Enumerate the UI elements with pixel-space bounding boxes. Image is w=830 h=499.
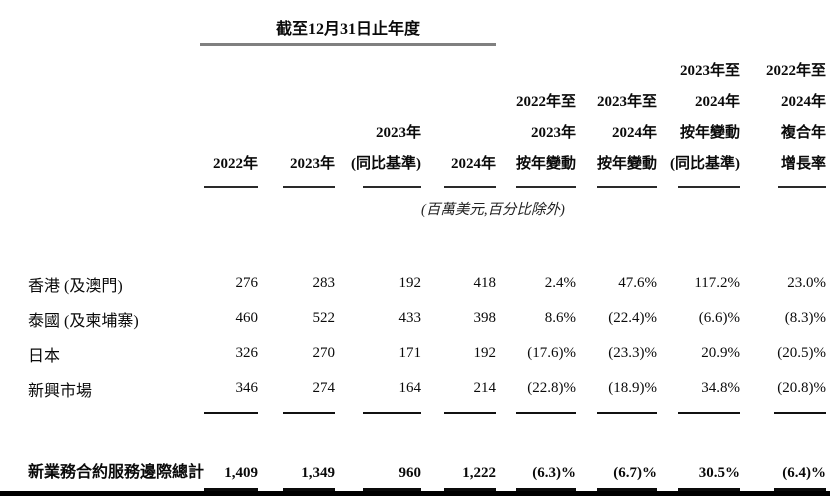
value-cell: (6.6)% [698, 310, 741, 326]
column-underline [444, 186, 497, 188]
subtotal-rule-row [28, 406, 827, 414]
value-cell: 171 [398, 345, 422, 361]
table-row-japan: 日本 326 270 171 192 (17.6)% (23.3)% 20.9%… [28, 336, 826, 371]
value-cell: 460 [235, 310, 259, 326]
total-label: 新業務合約服務邊際總計 [28, 464, 205, 481]
bottom-border-line [0, 491, 830, 496]
col-header-2022: 2022年 [200, 44, 258, 188]
value-cell: 23.0% [787, 275, 827, 291]
value-cell: 522 [312, 310, 336, 326]
col-header-yoy-like-basis: 2023年至 2024年 按年變動 (同比基準) [657, 44, 741, 188]
row-label: 香港 (及澳門) [28, 277, 123, 295]
empty-cell [28, 44, 200, 188]
column-rule [444, 412, 497, 414]
column-underline [678, 186, 741, 188]
table-row-thailand-cambodia: 泰國 (及柬埔寨) 460 522 433 398 8.6% (22.4)% (… [28, 301, 826, 336]
unit-note-row: (百萬美元,百分比除外) [28, 188, 826, 222]
column-underline [283, 186, 335, 188]
value-cell: 192 [398, 275, 422, 291]
value-cell: 47.6% [618, 275, 658, 291]
col-header-2023-like-basis: 2023年 (同比基準) [335, 44, 421, 188]
column-rule [516, 412, 577, 414]
column-header-row: 2022年 2023年 2023年 (同比基準) 2024年 2022年至 20… [28, 44, 827, 188]
table-row-emerging-markets: 新興市場 346 274 164 214 (22.8)% (18.9)% 34.… [28, 371, 826, 406]
spacer [28, 222, 826, 266]
spacer [28, 414, 826, 458]
value-cell: 276 [235, 275, 259, 291]
col-header-yoy-2023-2024: 2023年至 2024年 按年變動 [576, 44, 658, 188]
column-underline [778, 186, 827, 188]
value-cell: (18.9)% [608, 380, 658, 396]
value-cell: 117.2% [694, 275, 741, 291]
table-row-hongkong-macau: 香港 (及澳門) 276 283 192 418 2.4% 47.6% 117.… [28, 266, 826, 301]
total-value-cell: 1,222 [462, 465, 497, 481]
col-header-2023: 2023年 [258, 44, 335, 188]
value-cell: (22.4)% [608, 310, 658, 326]
row-label: 日本 [28, 347, 61, 365]
value-cell: (22.8)% [527, 380, 577, 396]
value-cell: 283 [312, 275, 336, 291]
period-header-row: 截至12月31日止年度 [28, 6, 826, 46]
row-label: 泰國 (及柬埔寨) [28, 312, 139, 330]
value-cell: 8.6% [544, 310, 577, 326]
empty-cell [28, 6, 200, 44]
value-cell: (23.3)% [608, 345, 658, 361]
value-cell: 192 [473, 345, 497, 361]
empty-cell [576, 188, 826, 222]
total-value-cell: (6.4)% [782, 465, 827, 481]
total-row: 新業務合約服務邊際總計 1,409 1,349 960 1,222 (6.3)%… [28, 458, 826, 482]
total-value-cell: 30.5% [698, 465, 741, 481]
column-rule [678, 412, 741, 414]
value-cell: (8.3)% [784, 310, 827, 326]
column-underline [516, 186, 577, 188]
empty-cell [28, 188, 421, 222]
value-cell: (17.6)% [527, 345, 577, 361]
column-underline [597, 186, 658, 188]
total-value-cell: (6.3)% [532, 465, 577, 481]
total-value-cell: (6.7)% [613, 465, 658, 481]
value-cell: 418 [473, 275, 497, 291]
value-cell: (20.5)% [777, 345, 827, 361]
total-value-cell: 960 [398, 465, 422, 481]
value-cell: 326 [235, 345, 259, 361]
total-value-cell: 1,409 [224, 465, 258, 481]
value-cell: 214 [473, 380, 497, 396]
value-cell: 20.9% [701, 345, 741, 361]
value-cell: 346 [235, 380, 259, 396]
value-cell: 274 [312, 380, 336, 396]
column-rule [774, 412, 827, 414]
col-header-cagr: 2022年至 2024年 複合年 增長率 [740, 44, 827, 188]
new-business-csm-table: 截至12月31日止年度 2022年 2023年 2023年 (同比基準) 202… [28, 6, 827, 496]
col-header-2024: 2024年 [421, 44, 497, 188]
value-cell: (20.8)% [777, 380, 827, 396]
row-label: 新興市場 [28, 382, 93, 400]
value-cell: 398 [473, 310, 497, 326]
total-value-cell: 1,349 [301, 465, 335, 481]
value-cell: 34.8% [701, 380, 741, 396]
column-underline [204, 186, 258, 188]
unit-note: (百萬美元,百分比除外) [421, 201, 565, 218]
value-cell: 270 [312, 345, 336, 361]
column-rule [204, 412, 258, 414]
value-cell: 164 [398, 380, 422, 396]
period-header: 截至12月31日止年度 [200, 6, 497, 46]
col-header-yoy-2022-2023: 2022年至 2023年 按年變動 [496, 44, 577, 188]
column-rule [283, 412, 335, 414]
column-rule [363, 412, 421, 414]
column-rule [597, 412, 658, 414]
value-cell: 433 [398, 310, 422, 326]
value-cell: 2.4% [544, 275, 577, 291]
column-underline [363, 186, 421, 188]
empty-cell [496, 6, 826, 44]
